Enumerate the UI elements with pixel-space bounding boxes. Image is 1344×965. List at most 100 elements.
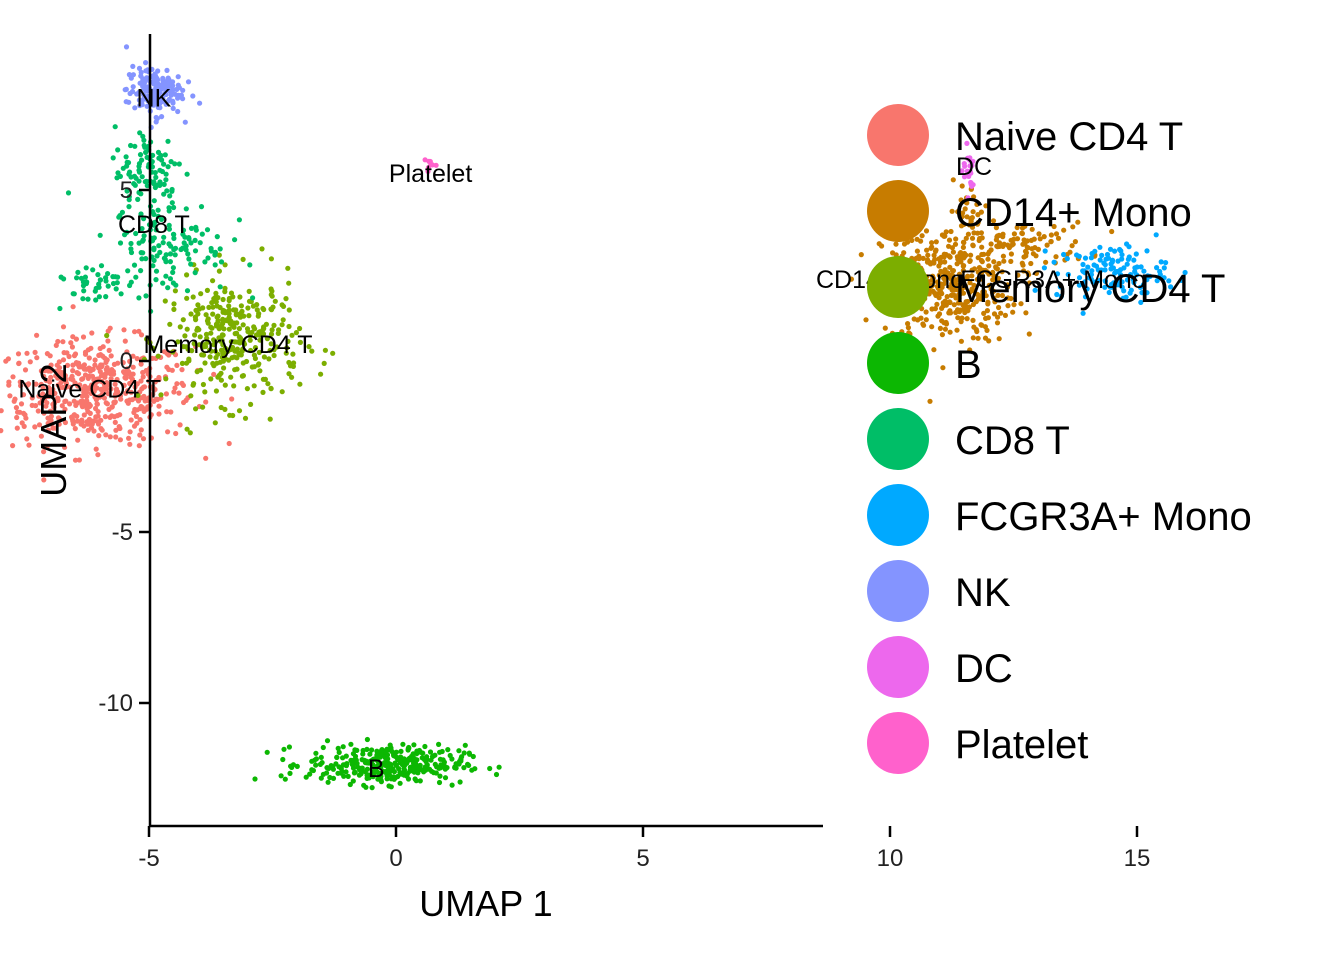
data-point — [193, 406, 199, 412]
data-point — [180, 87, 186, 93]
data-point — [188, 225, 195, 231]
data-point — [364, 766, 370, 772]
data-point — [62, 375, 68, 382]
data-point — [216, 326, 222, 332]
data-point — [188, 311, 194, 317]
data-point — [85, 296, 91, 302]
data-point — [1124, 261, 1130, 267]
cluster-label: Platelet — [389, 160, 472, 188]
data-point — [156, 377, 162, 383]
data-point — [114, 280, 120, 286]
data-point — [1166, 278, 1172, 284]
data-point — [943, 229, 949, 235]
data-point — [420, 750, 426, 756]
data-point — [117, 393, 124, 399]
data-point — [186, 256, 192, 262]
data-point — [184, 272, 190, 278]
data-point — [366, 759, 372, 765]
data-point — [941, 251, 947, 257]
data-point — [222, 382, 228, 388]
data-point — [108, 386, 114, 392]
data-point — [978, 230, 985, 236]
data-point — [1019, 230, 1025, 237]
data-point — [136, 161, 143, 167]
data-point — [266, 356, 272, 362]
data-point — [238, 303, 244, 309]
data-point — [116, 424, 122, 430]
data-point — [990, 218, 997, 224]
data-point — [1002, 312, 1009, 318]
data-point — [945, 270, 951, 276]
data-point — [378, 779, 384, 785]
data-point — [1069, 243, 1075, 249]
data-point — [1115, 258, 1121, 264]
data-point — [411, 760, 417, 767]
data-point — [171, 247, 177, 253]
data-point — [264, 749, 270, 755]
data-point — [100, 353, 106, 359]
data-point — [174, 362, 180, 368]
data-point — [1134, 264, 1140, 270]
data-point — [345, 773, 351, 780]
data-point — [956, 276, 962, 282]
data-point — [962, 206, 968, 212]
data-point — [36, 393, 42, 399]
data-point — [97, 369, 103, 375]
data-point — [56, 421, 62, 427]
data-point — [927, 398, 933, 404]
data-point — [144, 406, 150, 412]
data-point — [985, 299, 991, 305]
data-point — [999, 269, 1005, 275]
data-point — [159, 97, 165, 103]
data-point — [150, 391, 156, 397]
data-point — [140, 250, 146, 256]
data-point — [126, 435, 132, 441]
data-point — [949, 245, 956, 251]
data-point — [442, 775, 449, 781]
data-point — [165, 164, 171, 170]
data-point — [281, 746, 287, 752]
data-point — [135, 196, 141, 202]
data-point — [1030, 251, 1036, 257]
data-point — [268, 331, 275, 337]
y-tick-label: -5 — [112, 519, 133, 546]
data-point — [35, 408, 41, 414]
data-point — [74, 400, 80, 406]
data-point — [1081, 268, 1087, 274]
data-point — [1108, 281, 1115, 288]
data-point — [268, 385, 274, 391]
data-point — [991, 259, 997, 265]
data-point — [974, 276, 981, 282]
data-point — [191, 341, 197, 347]
data-point — [104, 332, 110, 339]
data-point — [324, 765, 330, 771]
data-point — [142, 79, 148, 86]
data-point — [385, 756, 391, 762]
data-point — [360, 751, 366, 757]
data-point — [863, 317, 869, 323]
data-point — [87, 403, 93, 409]
data-point — [1131, 257, 1137, 263]
data-point — [172, 161, 178, 167]
data-point — [974, 201, 980, 207]
data-point — [170, 280, 176, 286]
data-point — [109, 404, 115, 410]
data-point — [1092, 248, 1098, 254]
data-point — [1014, 224, 1020, 231]
data-point — [92, 357, 98, 363]
data-point — [957, 307, 964, 313]
data-point — [343, 769, 349, 775]
data-point — [932, 248, 939, 254]
data-point — [170, 265, 176, 271]
data-point — [117, 240, 124, 246]
data-point — [203, 399, 209, 405]
data-point — [985, 251, 991, 257]
data-point — [309, 348, 315, 354]
data-point — [283, 350, 289, 356]
data-point — [153, 227, 159, 233]
data-point — [91, 377, 97, 383]
data-point — [1161, 275, 1167, 281]
data-point — [99, 386, 106, 392]
legend-key — [867, 408, 929, 470]
data-point — [216, 372, 222, 378]
